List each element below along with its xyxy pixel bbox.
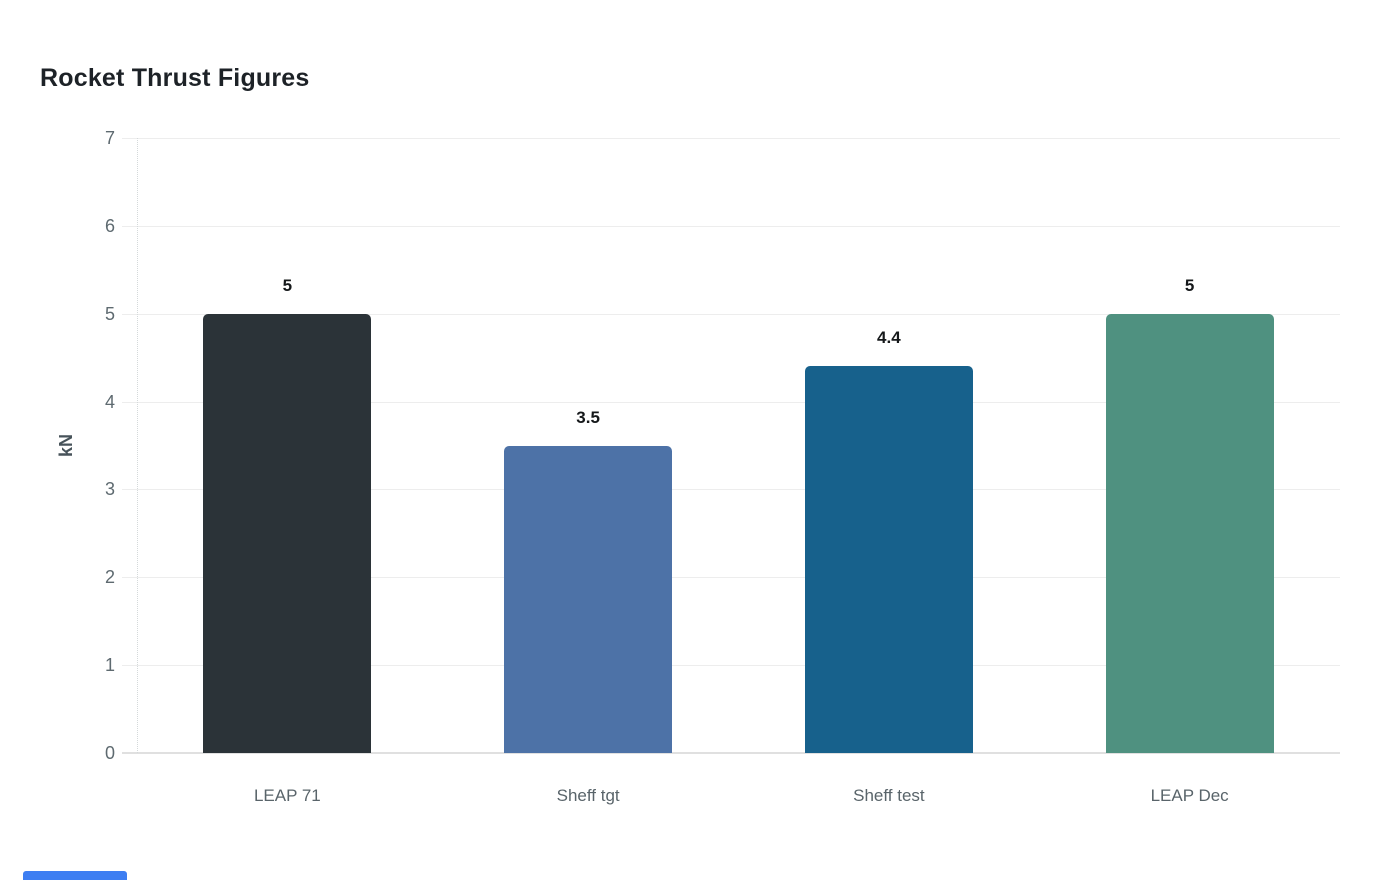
y-tick-label: 0 [104,743,115,763]
y-tick-label: 6 [104,215,115,236]
x-tick-label: LEAP Dec [1150,786,1229,805]
x-tick-label: LEAP 71 [253,786,321,805]
y-axis-label: kN [56,433,77,457]
bar-value-label: 4.4 [877,328,901,348]
y-gridline [122,752,1340,754]
bar-value-label: 5 [1184,275,1195,295]
bar-sheff-test [804,366,973,753]
bar-leap-71 [203,313,372,753]
x-tick-label: Sheff tgt [556,786,620,805]
y-tick-label: 1 [104,655,115,676]
y-gridline [122,138,1340,139]
bar-sheff-tgt [504,445,673,753]
bar-value-label: 5 [282,275,293,295]
y-gridline [122,313,1340,315]
y-axis-line [137,138,138,753]
y-tick-label: 5 [104,303,115,324]
chart-title: Rocket Thrust Figures [40,64,310,92]
y-gridline [122,577,1340,579]
y-tick-label: 3 [104,479,115,500]
y-gridline [122,401,1340,403]
bar-value-label: 3.5 [576,407,600,427]
y-tick-label: 7 [104,128,115,148]
y-tick-label: 2 [104,567,115,588]
y-gridline [122,225,1340,227]
bar-leap-dec [1105,313,1274,753]
y-gridline [122,665,1340,667]
partial-blue-element[interactable] [23,871,127,880]
x-tick-label: Sheff test [853,786,925,805]
y-gridline [122,489,1340,491]
y-tick-label: 4 [104,391,115,412]
